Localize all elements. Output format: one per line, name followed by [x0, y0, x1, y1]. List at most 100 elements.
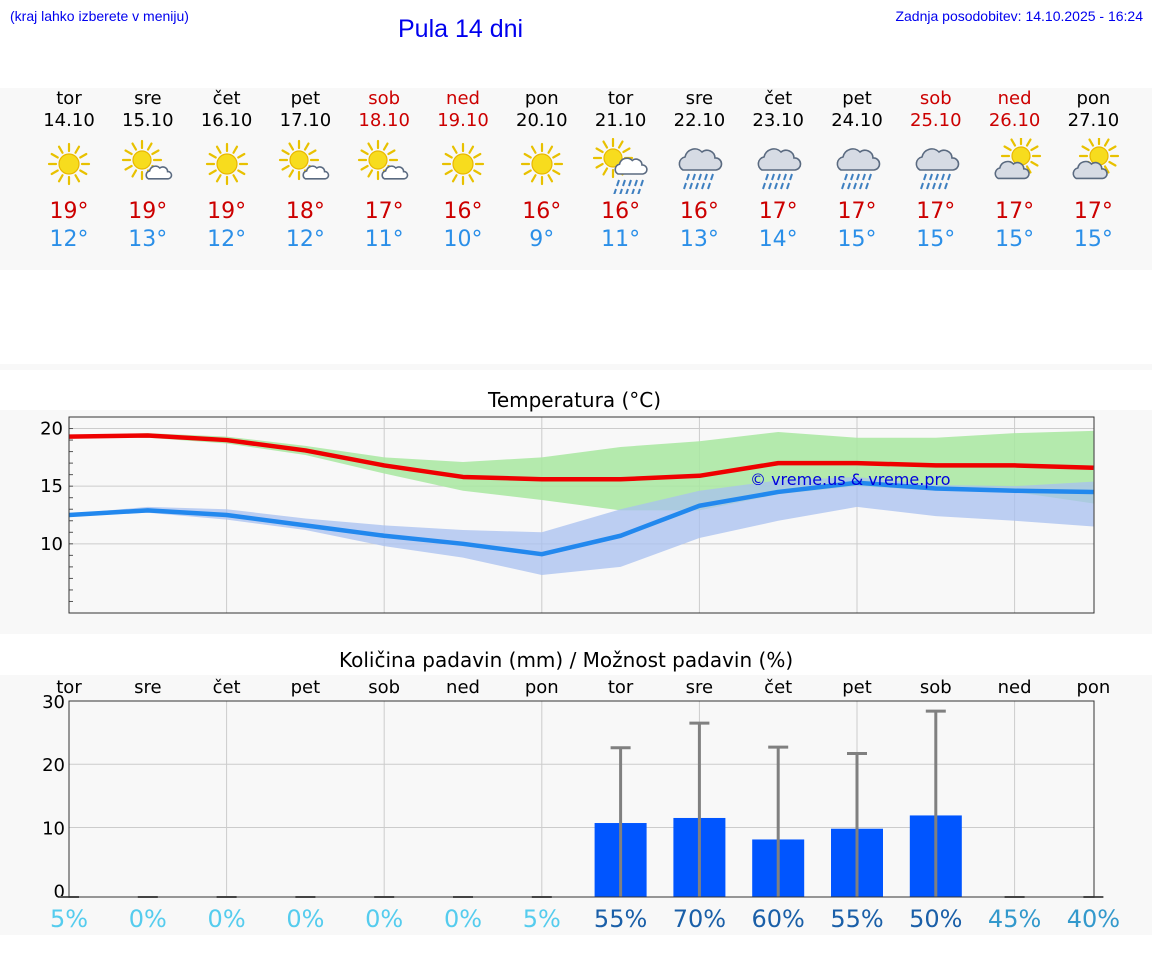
- precip-probability: 5%: [50, 905, 88, 933]
- precip-chart-title: Količina padavin (mm) / Možnost padavin …: [339, 648, 794, 672]
- cloud-sun-icon: [1072, 138, 1120, 180]
- sun-icon: [205, 142, 248, 186]
- day-date: 27.10: [1067, 110, 1120, 131]
- min-temp: 12°: [285, 227, 325, 252]
- day-column: tor 21.10 16° 11°: [581, 88, 661, 254]
- sun-cloud-icon: [358, 139, 409, 181]
- day-column: sre 22.10 16° 13°: [659, 88, 739, 254]
- day-column: pet 17.10 18° 12°: [265, 88, 345, 254]
- x-tick-label: čet: [764, 677, 792, 698]
- min-temp: 14°: [758, 227, 798, 252]
- day-name: sre: [685, 88, 714, 109]
- x-tick-label: tor: [608, 677, 634, 698]
- day-name: pet: [290, 88, 321, 109]
- sun-cloud-rain-icon: [592, 138, 648, 194]
- max-temp: 17°: [995, 199, 1035, 224]
- cloud-rain-icon: [757, 148, 802, 190]
- x-tick-label: ned: [446, 677, 480, 698]
- precip-probability: 50%: [909, 905, 962, 933]
- max-temp: 17°: [916, 199, 956, 224]
- max-temp-line: [68, 433, 1094, 482]
- max-temp: 16°: [679, 199, 719, 224]
- day-date: 26.10: [988, 110, 1041, 131]
- day-name: čet: [212, 88, 241, 109]
- day-date: 16.10: [200, 110, 253, 131]
- min-temp: 15°: [995, 227, 1035, 252]
- max-temp: 19°: [49, 199, 89, 224]
- day-date: 15.10: [122, 110, 174, 131]
- day-column: pon 27.10 17° 15°: [1053, 88, 1133, 254]
- sun-icon: [47, 142, 91, 186]
- location-hint[interactable]: (kraj lahko izberete v meniju): [10, 8, 189, 24]
- day-name: sre: [134, 88, 162, 109]
- temperature-chart-title: Temperatura (°C): [488, 388, 662, 412]
- y-tick-label: 20: [40, 419, 63, 440]
- max-temp: 17°: [364, 199, 404, 224]
- day-name: sob: [368, 88, 401, 109]
- day-column: ned 26.10 17° 15°: [975, 88, 1055, 254]
- day-column: sre 15.10 19° 13°: [108, 88, 188, 254]
- x-tick-label: sre: [686, 677, 713, 698]
- cloud-rain-icon: [679, 148, 723, 190]
- precip-probability: 70%: [673, 905, 726, 933]
- max-temp: 18°: [285, 199, 325, 224]
- precip-probability: 5%: [523, 905, 561, 933]
- max-temp: 19°: [207, 199, 247, 224]
- max-temp-band: [69, 430, 1094, 511]
- min-temp: 12°: [49, 227, 89, 252]
- x-tick-label: pon: [1076, 677, 1110, 698]
- precip-probability: 55%: [830, 905, 883, 933]
- max-temp: 17°: [758, 199, 798, 224]
- day-column: pon 20.10 16° 9°: [502, 88, 582, 254]
- x-tick-label: ned: [998, 677, 1032, 698]
- precip-probability: 0%: [444, 905, 482, 933]
- last-updated: Zadnja posodobitev: 14.10.2025 - 16:24: [895, 8, 1143, 24]
- day-date: 23.10: [752, 110, 804, 131]
- sun-icon: [520, 142, 563, 186]
- min-temp: 13°: [128, 227, 168, 252]
- y-tick-label: 10: [42, 818, 65, 839]
- day-name: čet: [764, 88, 793, 109]
- max-temp: 17°: [1073, 199, 1113, 224]
- x-tick-label: tor: [56, 677, 82, 698]
- x-tick-label: sob: [920, 677, 952, 698]
- day-column: čet 23.10 17° 14°: [738, 88, 818, 254]
- min-temp: 13°: [679, 227, 719, 252]
- day-column: ned 19.10 16° 10°: [423, 88, 503, 254]
- precip-probability: 45%: [988, 905, 1041, 933]
- min-temp: 15°: [916, 227, 956, 252]
- max-temp: 16°: [443, 199, 483, 224]
- min-temp: 11°: [364, 227, 404, 252]
- precip-probability: 55%: [594, 905, 647, 933]
- day-date: 24.10: [831, 110, 883, 131]
- copyright-annotation: © vreme.us & vreme.pro: [750, 470, 951, 489]
- precip-probability: 0%: [365, 905, 403, 933]
- max-temp: 19°: [128, 199, 168, 224]
- day-column: pet 24.10 17° 15°: [817, 88, 897, 254]
- min-temp: 15°: [837, 227, 877, 252]
- day-name: ned: [446, 88, 480, 109]
- day-column: sob 25.10 17° 15°: [896, 88, 976, 254]
- day-name: tor: [56, 88, 82, 109]
- day-column: čet 16.10 19° 12°: [187, 88, 267, 254]
- day-date: 18.10: [358, 110, 410, 131]
- max-temp: 16°: [601, 199, 641, 224]
- day-name: ned: [997, 88, 1032, 109]
- forecast-strip-bg: [0, 88, 1152, 270]
- day-name: pet: [842, 88, 872, 109]
- sun-icon: [441, 142, 485, 186]
- y-tick-label: 30: [42, 692, 65, 713]
- min-temp: 12°: [207, 227, 247, 252]
- x-tick-label: sob: [368, 677, 400, 698]
- day-date: 21.10: [594, 110, 647, 131]
- day-date: 22.10: [673, 110, 726, 131]
- sun-cloud-icon: [121, 139, 173, 181]
- separator-band: [0, 364, 1152, 370]
- min-temp-line: [68, 480, 1094, 557]
- day-date: 17.10: [279, 110, 332, 131]
- day-name: pon: [1076, 88, 1111, 109]
- day-date: 20.10: [516, 110, 568, 131]
- precip-probability: 0%: [129, 905, 167, 933]
- precip-probability: 60%: [752, 905, 805, 933]
